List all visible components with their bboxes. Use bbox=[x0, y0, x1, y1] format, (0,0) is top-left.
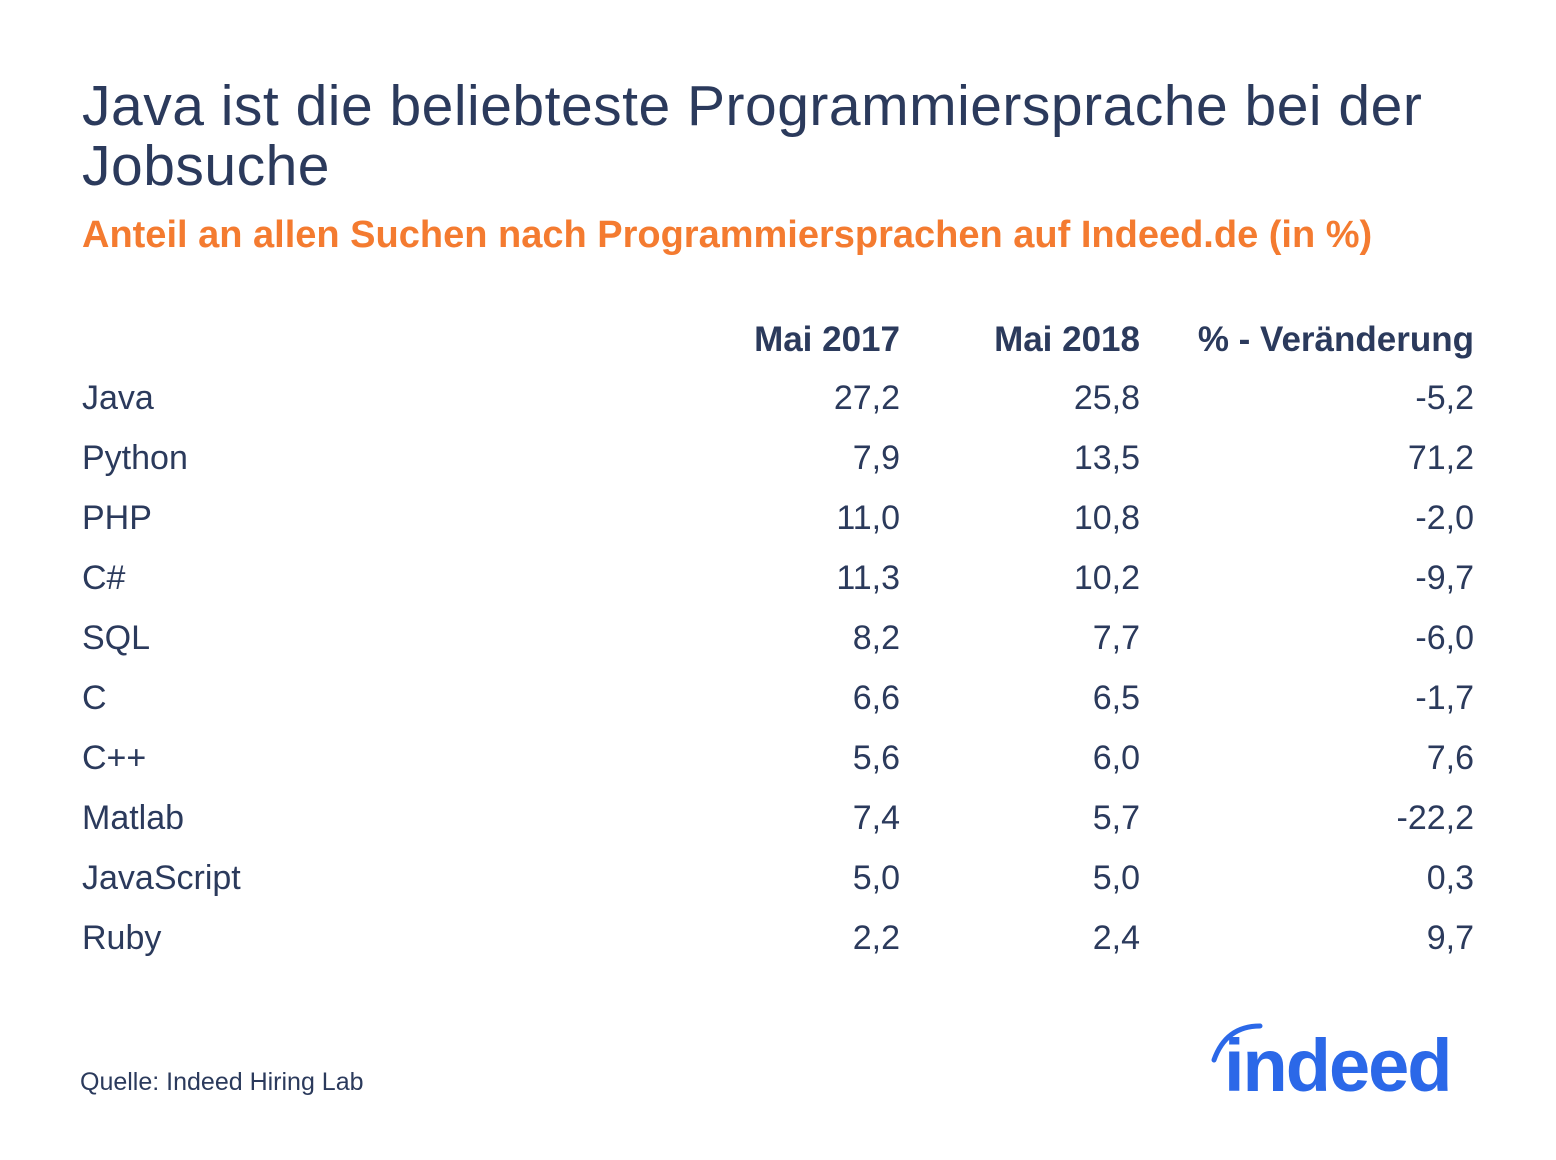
table-row: SQL 8,2 7,7 -6,0 bbox=[82, 608, 1474, 668]
lang-cell: C# bbox=[82, 558, 126, 597]
lang-cell: Ruby bbox=[82, 918, 162, 957]
mai-2017-cell: 11,0 bbox=[836, 498, 900, 537]
table-row: Matlab 7,4 5,7 -22,2 bbox=[82, 788, 1474, 848]
change-cell: -6,0 bbox=[1415, 618, 1474, 657]
mai-2018-cell: 13,5 bbox=[1073, 438, 1140, 477]
change-cell: -2,0 bbox=[1415, 498, 1474, 537]
lang-cell: PHP bbox=[82, 498, 152, 537]
table-row: Ruby 2,2 2,4 9,7 bbox=[82, 908, 1474, 968]
mai-2017-cell: 27,2 bbox=[833, 378, 900, 417]
page-title: Java ist die beliebteste Programmierspra… bbox=[82, 74, 1423, 199]
lang-cell: Java bbox=[82, 378, 154, 417]
data-table: Mai 2017 Mai 2018 % - Veränderung Java 27… bbox=[82, 312, 1474, 968]
header-change: % - Veränderung bbox=[1197, 320, 1474, 359]
lang-cell: JavaScript bbox=[82, 858, 241, 897]
change-cell: 9,7 bbox=[1426, 918, 1474, 957]
mai-2018-cell: 6,0 bbox=[1092, 738, 1140, 777]
table-header-row: Mai 2017 Mai 2018 % - Veränderung bbox=[82, 312, 1474, 368]
mai-2017-cell: 7,4 bbox=[852, 798, 900, 837]
table-row: C++ 5,6 6,0 7,6 bbox=[82, 728, 1474, 788]
change-cell: 0,3 bbox=[1426, 858, 1474, 897]
mai-2018-cell: 5,7 bbox=[1092, 798, 1140, 837]
lang-cell: Matlab bbox=[82, 798, 185, 837]
mai-2018-cell: 2,4 bbox=[1092, 918, 1140, 957]
lang-cell: Python bbox=[82, 438, 188, 477]
mai-2018-cell: 10,8 bbox=[1073, 498, 1140, 537]
mai-2017-cell: 11,3 bbox=[836, 558, 900, 597]
mai-2017-cell: 7,9 bbox=[852, 438, 900, 477]
table-row: C# 11,3 10,2 -9,7 bbox=[82, 548, 1474, 608]
table-row: C 6,6 6,5 -1,7 bbox=[82, 668, 1474, 728]
mai-2018-cell: 7,7 bbox=[1092, 618, 1140, 657]
source-note: Quelle: Indeed Hiring Lab bbox=[80, 1068, 364, 1096]
mai-2018-cell: 5,0 bbox=[1092, 858, 1140, 897]
indeed-logo: indeed bbox=[1208, 1018, 1478, 1107]
mai-2018-cell: 25,8 bbox=[1073, 378, 1140, 417]
table-row: PHP 11,0 10,8 -2,0 bbox=[82, 488, 1474, 548]
svg-text:indeed: indeed bbox=[1224, 1024, 1450, 1098]
mai-2017-cell: 5,6 bbox=[852, 738, 900, 777]
change-cell: -5,2 bbox=[1415, 378, 1474, 417]
mai-2017-cell: 8,2 bbox=[852, 618, 900, 657]
mai-2018-cell: 6,5 bbox=[1092, 678, 1140, 717]
mai-2017-cell: 5,0 bbox=[852, 858, 900, 897]
lang-cell: C++ bbox=[82, 738, 147, 777]
header-mai-2017: Mai 2017 bbox=[754, 320, 900, 359]
header-language bbox=[82, 312, 662, 368]
change-cell: 71,2 bbox=[1407, 438, 1474, 477]
lang-cell: C bbox=[82, 678, 107, 717]
change-cell: -9,7 bbox=[1415, 558, 1474, 597]
mai-2017-cell: 2,2 bbox=[852, 918, 900, 957]
change-cell: -22,2 bbox=[1396, 798, 1475, 837]
table-row: JavaScript 5,0 5,0 0,3 bbox=[82, 848, 1474, 908]
table-row: Python 7,9 13,5 71,2 bbox=[82, 428, 1474, 488]
header-mai-2018: Mai 2018 bbox=[994, 320, 1140, 359]
table-row: Java 27,2 25,8 -5,2 bbox=[82, 368, 1474, 428]
mai-2018-cell: 10,2 bbox=[1073, 558, 1140, 597]
mai-2017-cell: 6,6 bbox=[852, 678, 900, 717]
lang-cell: SQL bbox=[82, 618, 151, 657]
subtitle: Anteil an allen Suchen nach Programmiers… bbox=[82, 214, 1373, 256]
change-cell: -1,7 bbox=[1415, 678, 1474, 717]
change-cell: 7,6 bbox=[1426, 738, 1474, 777]
